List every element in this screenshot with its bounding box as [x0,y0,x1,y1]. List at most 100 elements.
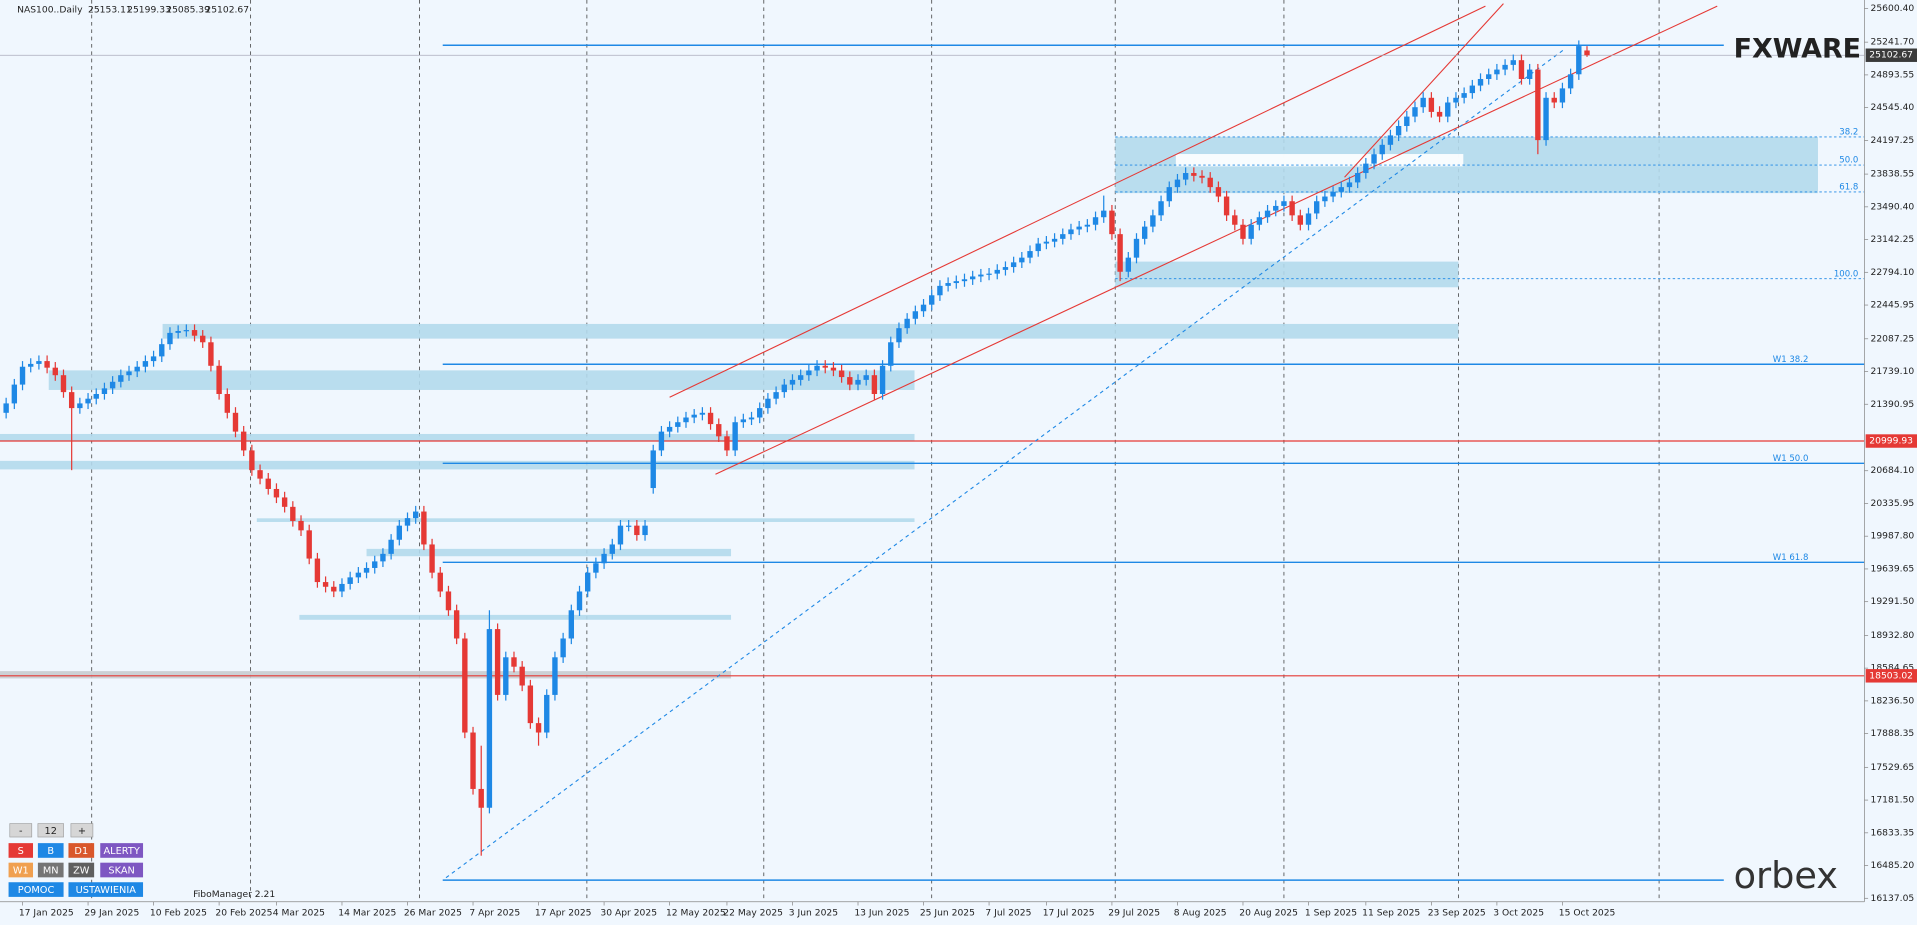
candle-body [1117,234,1123,272]
candle-body [1002,267,1009,270]
candle-body [1371,154,1377,164]
candle-body [994,269,1000,274]
candle-body [339,583,345,592]
candle-body [322,582,329,587]
candle-body [568,610,575,639]
candle-body [625,525,632,527]
zone [0,433,915,442]
candle-body [1223,196,1230,216]
candle-body [11,384,18,404]
candle-body [470,732,476,789]
button[interactable]: W1 [8,862,34,878]
y-tick-label: 19987.80 [1871,531,1915,542]
candle-body [28,363,34,367]
button-label[interactable]: POMOC [18,885,55,896]
x-tick-label: 8 Aug 2025 [1174,907,1227,918]
button-label[interactable]: MN [43,866,59,877]
candle-body [1240,224,1246,239]
ohlc-open: 25153.11 [88,4,132,15]
zone [366,548,732,557]
candle-body [1346,182,1353,188]
candle-body [486,629,493,808]
button[interactable]: 12 [37,823,64,838]
candle-body [1576,46,1582,75]
button[interactable]: - [9,823,33,838]
candle-body [1477,78,1484,86]
candle-body [36,361,42,364]
candle-body [60,375,67,393]
button-label[interactable]: 12 [45,826,57,837]
candle-body [978,274,984,277]
button-label[interactable]: D1 [74,846,88,857]
candle-body [1314,201,1320,214]
button[interactable]: D1 [68,843,95,858]
candle-body [1502,64,1508,70]
x-tick-label: 3 Oct 2025 [1493,907,1544,918]
candle-body [216,365,222,395]
candle-body [281,497,288,507]
candle-body [929,295,935,305]
y-tick-label: 24545.40 [1871,102,1915,113]
button[interactable]: ZW [68,862,95,878]
button-label[interactable]: S [18,846,24,857]
button-label[interactable]: - [19,826,23,837]
candle-body [732,422,738,451]
candle-body [1322,196,1328,202]
button-label[interactable]: ALERTY [103,846,139,857]
candle-body [1428,97,1435,112]
candle-body [388,539,394,554]
candle-body [134,366,140,372]
button-label[interactable]: USTAWIENIA [76,885,137,896]
y-tick-label: 24197.25 [1871,135,1915,146]
candle-body [1166,187,1172,202]
button-label[interactable]: SKAN [108,866,134,877]
button[interactable]: + [70,823,94,838]
candle-body [1076,226,1082,230]
candle-body [1051,238,1058,242]
x-tick-label: 20 Feb 2025 [215,907,272,918]
candle-body [1461,93,1467,98]
candle-body [1109,210,1115,235]
candle-body [1182,173,1189,180]
button[interactable]: POMOC [8,882,64,897]
trendline [1344,3,1504,178]
candle-body [871,375,878,395]
button-label[interactable]: W1 [13,866,29,877]
candle-body [1387,135,1394,145]
candle-body [183,330,190,332]
candle-body [1092,217,1099,225]
candle-body [232,412,239,432]
button[interactable]: MN [37,862,64,878]
button[interactable]: SKAN [100,862,144,878]
button-label[interactable]: B [47,846,54,857]
y-tick-label: 25241.70 [1871,37,1915,48]
button-label[interactable]: ZW [73,866,90,877]
candle-body [1010,262,1017,268]
button[interactable]: B [37,843,64,858]
candle-body [552,657,558,695]
candle-body [1567,74,1574,89]
x-tick-label: 22 May 2025 [723,907,783,918]
button[interactable]: USTAWIENIA [68,882,144,897]
x-tick-label: 7 Jul 2025 [985,907,1031,918]
candle-body [1207,177,1213,188]
button[interactable]: ALERTY [100,843,144,858]
candle-body [68,392,75,409]
candle-body [380,553,386,562]
candle-body [1543,97,1549,141]
candle-body [707,412,714,425]
button[interactable]: S [8,843,34,858]
candle-body [634,525,640,536]
candle-body [609,544,615,554]
candle-body [920,304,927,312]
candle-body [1486,74,1492,79]
x-tick-label: 15 Oct 2025 [1559,907,1616,918]
button-label[interactable]: + [78,826,86,837]
x-tick-label: 26 Mar 2025 [404,907,462,918]
candle-body [85,398,91,404]
candle-body [904,318,910,329]
fib-label: 100.0 [1834,269,1858,279]
x-tick-label: 17 Jul 2025 [1043,907,1095,918]
candle-body [298,520,304,531]
candle-body [265,478,271,489]
